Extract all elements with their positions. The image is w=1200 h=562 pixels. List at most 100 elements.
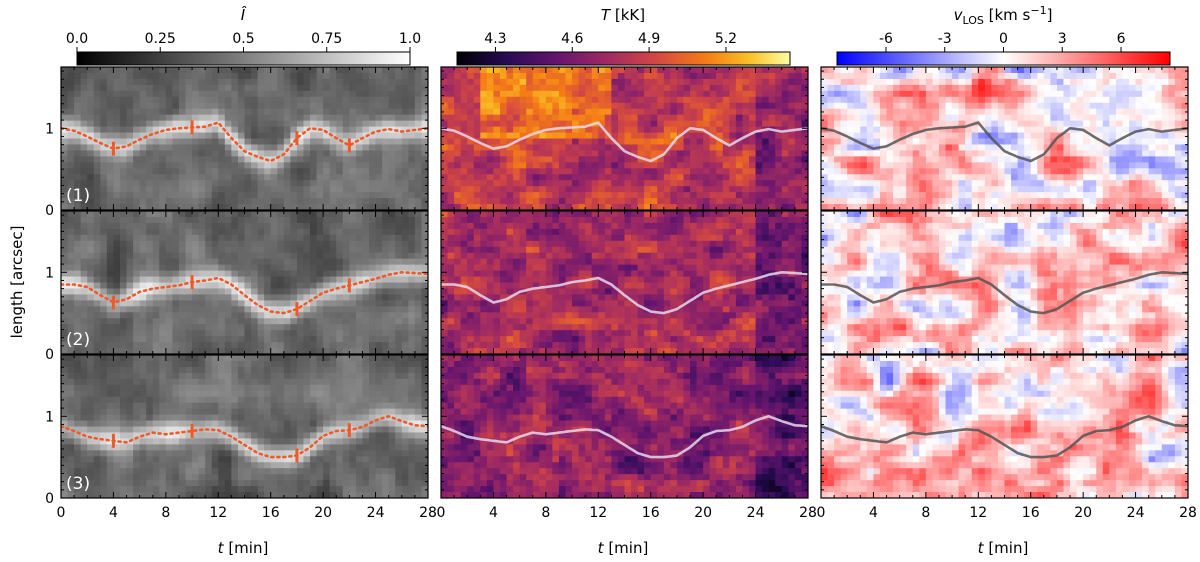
- heatmap-cell: [185, 120, 193, 128]
- heatmap-cell: [316, 150, 324, 157]
- heatmap-cell: [441, 144, 449, 152]
- heatmap-cell: [93, 264, 101, 272]
- heatmap-cell: [67, 72, 75, 80]
- heatmap-cell: [591, 138, 599, 146]
- heatmap-cell: [146, 288, 154, 296]
- heatmap-cell: [1076, 120, 1084, 128]
- heatmap-cell: [244, 186, 252, 193]
- heatmap-cell: [801, 186, 808, 193]
- heatmap-cell: [205, 198, 213, 205]
- heatmap-cell: [178, 318, 187, 325]
- heatmap-cell: [146, 102, 154, 110]
- heatmap-cell: [126, 114, 134, 122]
- heatmap-cell: [100, 258, 108, 266]
- heatmap-cell: [486, 120, 495, 128]
- heatmap-cell: [100, 312, 108, 319]
- heatmap-cell: [978, 78, 986, 86]
- heatmap-cell: [827, 67, 835, 74]
- heatmap-cell: [159, 192, 167, 199]
- heatmap-cell: [879, 180, 888, 187]
- heatmap-cell: [231, 198, 239, 205]
- heatmap-cell: [185, 342, 193, 349]
- heatmap-cell: [336, 192, 344, 199]
- heatmap-cell: [611, 78, 619, 86]
- heatmap-cell: [598, 174, 606, 181]
- heatmap-cell: [637, 114, 645, 122]
- heatmap-cell: [945, 90, 953, 98]
- heatmap-cell: [585, 150, 593, 157]
- heatmap-cell: [342, 204, 350, 210]
- heatmap-cell: [585, 126, 593, 134]
- heatmap-cell: [323, 72, 331, 80]
- colorbar-tick-label: 4.6: [561, 31, 583, 47]
- heatmap-cell: [945, 192, 953, 199]
- heatmap-cell: [106, 211, 115, 218]
- heatmap-cell: [532, 120, 540, 128]
- heatmap-cell: [997, 204, 1006, 210]
- heatmap-cell: [650, 90, 658, 98]
- heatmap-cell: [159, 198, 167, 205]
- heatmap-cell: [401, 174, 409, 181]
- heatmap-cell: [165, 67, 174, 74]
- heatmap-cell: [1070, 132, 1078, 140]
- colorbars: 0.0 0.25 0.5 0.75 1.0 4.3 4.6 4.9 5.2 -6 -3 0 3 6: [66, 31, 1171, 66]
- heatmap-cell: [336, 126, 344, 134]
- heatmap-cell: [886, 72, 894, 80]
- heatmap-cell: [87, 276, 95, 284]
- heatmap-cell: [460, 78, 468, 86]
- heatmap-cell: [1168, 204, 1176, 210]
- heatmap-cell: [1129, 108, 1137, 116]
- heatmap-cell: [414, 120, 423, 128]
- heatmap-cell: [146, 180, 154, 187]
- oscillation-curve: [441, 121, 808, 163]
- heatmap-cell: [545, 204, 554, 210]
- heatmap-cell: [965, 204, 973, 210]
- heatmap-cell: [650, 120, 658, 128]
- heatmap-cell: [224, 258, 232, 266]
- heatmap-cell: [460, 84, 468, 92]
- heatmap-cell: [598, 156, 606, 163]
- heatmap-cell: [211, 282, 219, 290]
- heatmap-cell: [231, 162, 239, 169]
- heatmap-cell: [126, 192, 134, 199]
- heatmap-cell: [978, 108, 986, 116]
- heatmap-cell: [349, 114, 357, 122]
- heatmap-cell: [61, 144, 69, 152]
- heatmap-cell: [912, 102, 920, 110]
- heatmap-cell: [532, 198, 540, 205]
- heatmap-cell: [539, 72, 547, 80]
- heatmap-cell: [644, 96, 652, 104]
- heatmap-cell: [310, 138, 318, 146]
- heatmap-cell: [1063, 78, 1071, 86]
- heatmap-cell: [1174, 168, 1183, 175]
- heatmap-cell: [997, 162, 1006, 169]
- heatmap-cell: [611, 180, 619, 187]
- heatmap-cell: [683, 114, 691, 122]
- heatmap-cell: [526, 174, 534, 181]
- heatmap-cell: [74, 270, 82, 278]
- heatmap-cell: [866, 150, 875, 157]
- heatmap-cell: [611, 90, 619, 98]
- heatmap-cell: [395, 72, 403, 80]
- heatmap-cell: [480, 67, 488, 74]
- heatmap-cell: [1161, 174, 1169, 181]
- heatmap-cell: [165, 342, 174, 349]
- heatmap-cell: [1070, 198, 1078, 205]
- heatmap-cell: [342, 67, 350, 74]
- heatmap-cell: [270, 138, 278, 146]
- heatmap-cell: [788, 120, 796, 128]
- heatmap-cell: [1174, 108, 1183, 116]
- heatmap-cell: [178, 132, 187, 140]
- heatmap-cell: [218, 186, 226, 193]
- heatmap-cell: [1004, 180, 1012, 187]
- heatmap-cell: [355, 156, 364, 163]
- heatmap-cell: [703, 150, 711, 157]
- heatmap-cell: [617, 90, 626, 98]
- heatmap-cell: [1109, 186, 1117, 193]
- heatmap-cell: [775, 150, 783, 157]
- heatmap-cell: [244, 78, 252, 86]
- heatmap-cell: [788, 168, 796, 175]
- heatmap-cell: [218, 294, 226, 301]
- heatmap-cell: [172, 67, 180, 74]
- heatmap-cell: [362, 72, 370, 80]
